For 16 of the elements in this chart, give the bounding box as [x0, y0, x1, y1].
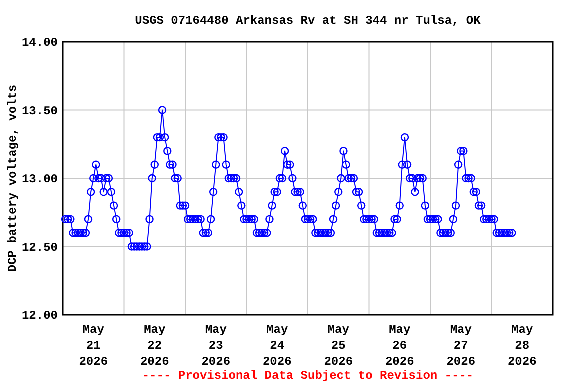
text: ---- Provisional Data Subject to Revision ----: [142, 369, 474, 383]
x-tick-label: May 25 2026: [324, 323, 354, 369]
x-tick-label: May 22 2026: [140, 323, 170, 369]
y-tick-label: 12.00: [22, 309, 58, 324]
x-tick-label: May 23 2026: [202, 323, 231, 369]
x-tick-label: May 28 2026: [508, 323, 537, 369]
x-tick-label: May 21 2026: [79, 323, 108, 369]
chart-title: USGS 07164480 Arkansas Rv at SH 344 nr Tulsa, OK: [135, 14, 482, 28]
y-tick-label: 14.00: [22, 36, 58, 50]
x-tick-label: May 26 2026: [385, 323, 414, 369]
y-tick-label: 13.50: [22, 104, 58, 118]
x-tick-label: May 27 2026: [446, 323, 476, 369]
y-tick-label: 13.00: [22, 172, 58, 187]
x-tick-label: May 24 2026: [262, 323, 292, 369]
y-tick-label: 12.50: [22, 240, 58, 255]
y-axis-title: DCP battery voltage, volts: [6, 84, 20, 272]
